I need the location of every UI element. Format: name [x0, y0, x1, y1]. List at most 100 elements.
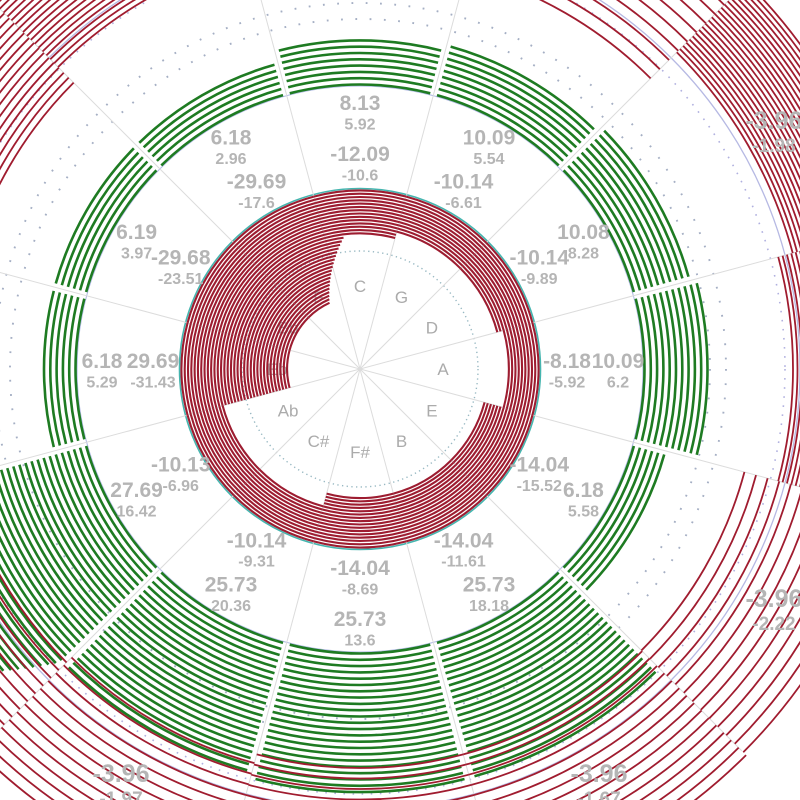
inner-value-small-A: -5.92: [549, 374, 586, 391]
green-arc-Eb: [67, 296, 80, 442]
red-arc-F#: [316, 527, 404, 536]
inner-value-small-F: -17.6: [238, 195, 275, 212]
red-arc-E: [478, 412, 524, 489]
red-arc-A: [512, 327, 520, 411]
outermost-value-big-B: -3.96: [571, 760, 628, 788]
outer-red-arc-D: [692, 35, 800, 206]
outer-red-arc-C#: [0, 755, 55, 800]
outer-red-arc-F: [34, 0, 87, 45]
red-arc-C#: [258, 468, 324, 508]
red-arc-Bb: [208, 258, 251, 330]
note-label-F#: F#: [350, 443, 370, 462]
green-arc-Ab: [48, 455, 131, 596]
outer-red-arc-E: [640, 471, 746, 652]
red-arc-E: [455, 403, 492, 466]
red-arc-Eb: [256, 342, 262, 396]
outer-red-arc-F: [18, 0, 52, 29]
red-arc-Eb: [216, 331, 224, 407]
red-arc-Ab: [202, 410, 247, 485]
outer-red-arc-B: [523, 695, 688, 800]
red-arc-Eb: [269, 345, 275, 393]
green-arc-Ab: [60, 452, 140, 587]
red-arc-F: [275, 251, 338, 286]
green-arc-E: [576, 450, 654, 582]
red-arc-F: [265, 236, 344, 277]
green-arc-Ab: [42, 457, 126, 600]
inner-value-big-C: -12.09: [330, 143, 390, 166]
green-arc-A: [683, 285, 697, 453]
outer-red-arc-F#: [253, 763, 467, 780]
outer-red-arc-Bb: [0, 81, 75, 186]
red-arc-E: [459, 405, 499, 471]
outer-red-arc-D: [737, 0, 800, 78]
red-arc-Eb: [183, 323, 192, 415]
red-arc-D: [480, 246, 528, 325]
inner-value-small-D: -9.89: [521, 271, 558, 288]
inner-value-big-D: -10.14: [509, 247, 569, 270]
red-arc-A: [525, 324, 533, 414]
green-arc-Ab: [0, 535, 77, 648]
red-arc-F: [249, 217, 321, 260]
red-arc-C: [319, 212, 401, 220]
red-arc-Eb: [263, 343, 269, 395]
red-arc-F#: [322, 508, 398, 516]
red-arc-F: [289, 272, 332, 300]
red-arc-Bb: [234, 277, 270, 336]
red-arc-Bb: [215, 263, 256, 331]
outermost-value-small-C#: -1.97: [99, 789, 142, 800]
outer-red-arc-C#: [0, 740, 75, 800]
red-arc-D: [464, 263, 505, 331]
green-arc-B: [445, 594, 582, 675]
outer-value-small-D: 8.28: [568, 245, 599, 262]
outer-red-arc-D: [688, 38, 800, 219]
red-arc-Ab: [189, 414, 237, 494]
green-arc-E: [571, 449, 648, 578]
outer-red-arc-B: [463, 650, 643, 756]
red-arc-F: [233, 195, 315, 244]
red-arc-Bb: [218, 265, 258, 332]
outer-value-small-G: 5.54: [473, 151, 504, 168]
red-arc-Eb: [187, 324, 195, 414]
red-arc-Bb: [205, 256, 249, 329]
red-arc-D: [469, 258, 512, 330]
inner-value-small-Ab: -6.96: [162, 478, 199, 495]
red-arc-C: [322, 222, 398, 230]
outer-red-arc-B: [473, 680, 673, 796]
outer-red-arc-D: [731, 0, 800, 86]
red-arc-F#: [316, 530, 404, 539]
green-arc-F#: [266, 735, 454, 750]
red-arc-Ab: [186, 414, 235, 496]
green-arc-C#: [142, 589, 277, 669]
red-arc-F#: [314, 537, 406, 546]
green-arc-A: [695, 282, 709, 456]
green-arc-F: [151, 81, 280, 158]
green-arc-C: [286, 70, 434, 83]
outer-red-arc-Ab: [0, 669, 29, 702]
guide-circle-dotted-inner: [241, 250, 479, 488]
green-arc-B: [467, 652, 639, 754]
outer-red-arc-F: [45, 0, 116, 57]
outer-red-arc-F#: [251, 773, 469, 790]
green-arc-Ab: [0, 588, 57, 664]
red-arc-D: [485, 242, 534, 324]
outermost-value-big-E: -3.96: [745, 585, 800, 613]
inner-value-big-G: -10.14: [434, 171, 494, 194]
green-arc-F#: [267, 728, 453, 743]
red-arc-E: [485, 414, 534, 496]
red-arc-C#: [242, 485, 318, 530]
inner-value-small-F#: -8.69: [342, 581, 379, 598]
green-arc-A: [677, 287, 690, 451]
outer-red-arc-F: [26, 0, 69, 37]
red-arc-F#: [321, 511, 399, 519]
red-arc-C: [313, 189, 407, 198]
green-arc-F#: [276, 692, 444, 706]
outer-red-arc-C#: [16, 711, 140, 800]
outer-red-arc-E: [725, 640, 800, 736]
red-arc-F: [305, 298, 330, 316]
green-arc-B: [469, 657, 644, 760]
green-arc-Bb: [54, 147, 135, 284]
red-arc-D: [462, 265, 502, 332]
red-arc-C: [323, 229, 397, 236]
red-arc-C: [321, 219, 399, 227]
outer-red-arc-G: [592, 0, 670, 61]
